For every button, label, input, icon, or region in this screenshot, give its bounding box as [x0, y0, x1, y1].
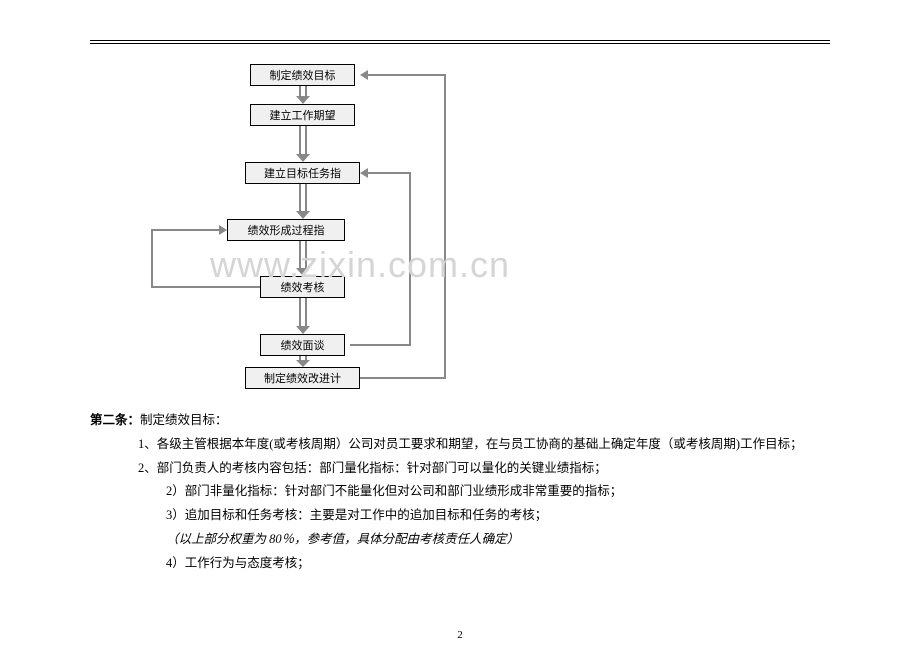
flow-node-interview: 绩效面谈	[260, 334, 345, 356]
section-title: 制定绩效目标：	[140, 413, 228, 427]
arrow-down-3	[296, 184, 310, 219]
flow-node-task-index: 建立目标任务指	[245, 162, 360, 184]
item-2-sub-3: 3）追加目标和任务考核：主要是对工作中的追加目标和任务的考核；	[90, 504, 830, 528]
arrow-down-1	[296, 86, 310, 104]
document-page: 制定绩效目标 建立工作期望 建立目标任务指 绩效形成过程指 绩效考核 绩效面谈 …	[90, 40, 830, 621]
item-1: 1、各级主管根据本年度(或考核周期）公司对员工要求和期望，在与员工协商的基础上确…	[90, 433, 830, 457]
flow-node-expectation: 建立工作期望	[250, 104, 355, 126]
feedback-arrow-mid	[345, 166, 420, 351]
item-2: 2、部门负责人的考核内容包括：部门量化指标：针对部门可以量化的关键业绩指标；	[90, 457, 830, 481]
arrow-down-4	[296, 241, 310, 276]
page-number: 2	[0, 629, 920, 641]
arrow-down-5	[296, 298, 310, 334]
section-number: 第二条：	[90, 413, 140, 427]
flow-node-goal: 制定绩效目标	[250, 64, 355, 86]
top-rule-1	[90, 40, 830, 41]
arrow-down-6	[296, 356, 310, 367]
flow-node-improve-plan: 制定绩效改进计	[245, 367, 360, 389]
item-2-sub-2: 2）部门非量化指标：针对部门不能量化但对公司和部门业绩形成非常重要的指标；	[90, 480, 830, 504]
flowchart-container: 制定绩效目标 建立工作期望 建立目标任务指 绩效形成过程指 绩效考核 绩效面谈 …	[90, 44, 830, 399]
item-2-sub-4: 4）工作行为与态度考核；	[90, 552, 830, 576]
body-text: 第二条：制定绩效目标： 1、各级主管根据本年度(或考核周期）公司对员工要求和期望…	[90, 409, 830, 575]
feedback-arrow-left	[145, 223, 265, 293]
section-heading-line: 第二条：制定绩效目标：	[90, 409, 830, 433]
flow-node-assessment: 绩效考核	[260, 276, 345, 298]
item-2-note: （以上部分权重为 80％，参考值，具体分配由考核责任人确定）	[90, 528, 830, 552]
arrow-down-2	[296, 126, 310, 162]
